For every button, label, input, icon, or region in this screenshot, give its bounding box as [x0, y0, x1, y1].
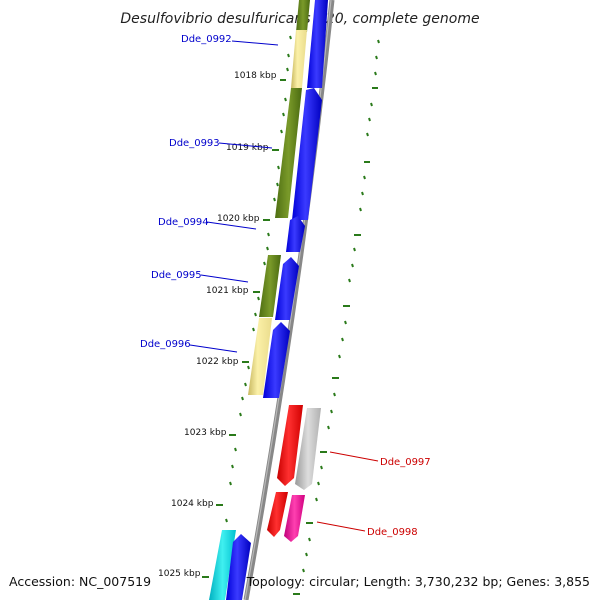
forward-genes — [226, 0, 328, 600]
gene-dde-0992[interactable] — [307, 0, 328, 88]
scale-label: 1024 kbp — [171, 499, 214, 509]
gene-label-dde-0997[interactable]: Dde_0997 — [380, 457, 431, 468]
scale-label: 1023 kbp — [184, 428, 227, 438]
gene-label-dde-0995[interactable]: Dde_0995 — [151, 270, 202, 281]
gene-label-dde-0993[interactable]: Dde_0993 — [169, 138, 220, 149]
label-leaders — [189, 40, 379, 532]
cog-segment — [209, 530, 236, 600]
gene-label-dde-0998[interactable]: Dde_0998 — [367, 527, 418, 538]
major-ticks — [202, 79, 286, 578]
cog-segment — [296, 0, 310, 32]
scale-label: 1019 kbp — [226, 143, 269, 153]
cog-segment — [291, 30, 307, 88]
scale-label: 1018 kbp — [234, 71, 277, 81]
gene-dde-0998[interactable] — [267, 492, 288, 537]
scale-label: 1022 kbp — [196, 357, 239, 367]
gene-label-dde-0994[interactable]: Dde_0994 — [158, 217, 209, 228]
genome-backbone — [243, 0, 335, 600]
scale-label: 1021 kbp — [206, 286, 249, 296]
gene-dde-0994[interactable] — [286, 216, 305, 252]
gene-dde-0995[interactable] — [275, 257, 299, 320]
outer-tick-ring — [293, 39, 380, 595]
cog-segment — [248, 318, 272, 395]
scale-label: 1025 kbp — [158, 569, 201, 579]
gene-labels: Dde_0992 Dde_0993 Dde_0994 Dde_0995 Dde_… — [140, 34, 431, 538]
gene-dde-0993[interactable] — [292, 88, 322, 220]
cog-band — [209, 0, 310, 600]
gene-dde-0997[interactable] — [277, 405, 303, 486]
reverse-genes — [267, 405, 321, 542]
scale-labels: 1018 kbp 1019 kbp 1020 kbp 1021 kbp 1022… — [158, 71, 277, 579]
gene-dde-0996[interactable] — [263, 322, 290, 398]
accession-label: Accession: NC_007519 — [9, 574, 151, 589]
cog-segment — [259, 255, 281, 317]
gene-label-dde-0992[interactable]: Dde_0992 — [181, 34, 232, 45]
scale-label: 1020 kbp — [217, 214, 260, 224]
cog-reverse-segment — [284, 495, 305, 542]
inner-tick-ring — [213, 35, 292, 592]
genome-summary: Topology: circular; Length: 3,730,232 bp… — [246, 574, 590, 589]
gene-label-dde-0996[interactable]: Dde_0996 — [140, 339, 191, 350]
gene-forward-partial — [226, 534, 251, 600]
cog-reverse-segment — [295, 408, 321, 490]
cog-segment — [275, 88, 302, 218]
